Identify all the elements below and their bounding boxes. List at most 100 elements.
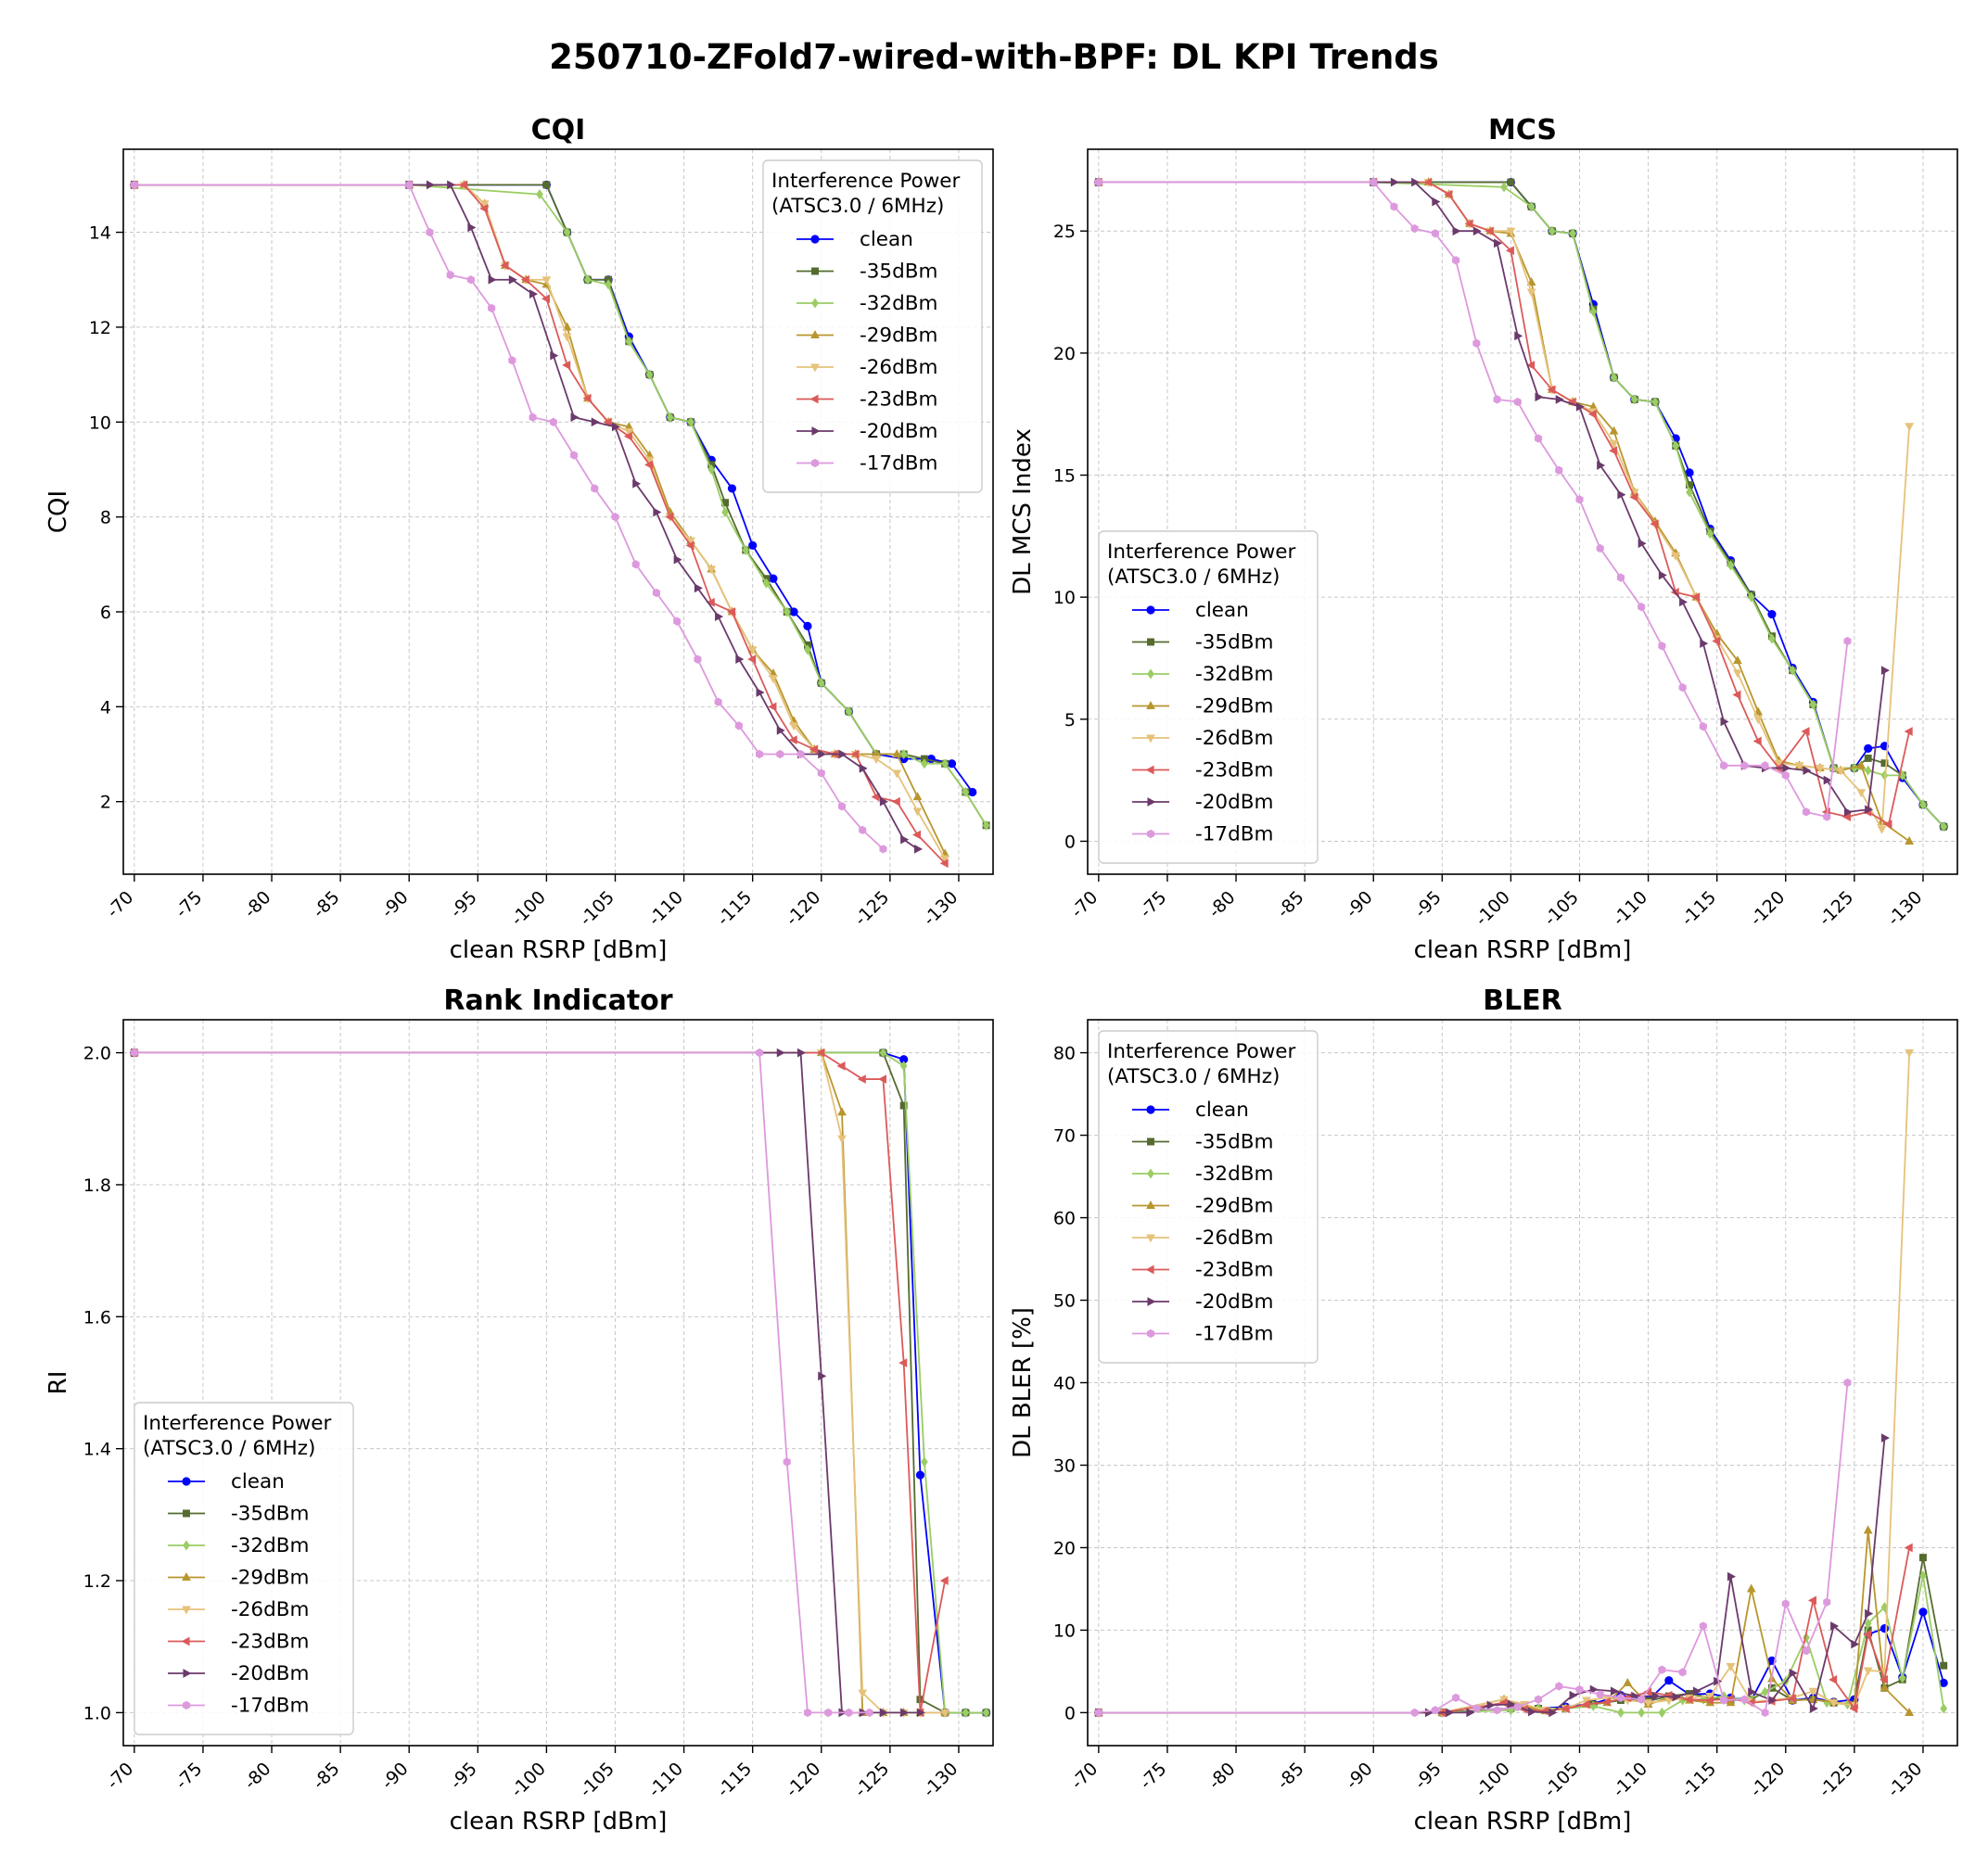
x-tick-label: -100 bbox=[507, 887, 550, 930]
data-point bbox=[1801, 727, 1810, 736]
data-point bbox=[1918, 1554, 1927, 1562]
data-point bbox=[1664, 1676, 1674, 1685]
data-point bbox=[1672, 440, 1680, 451]
data-point bbox=[1617, 1707, 1625, 1718]
data-point bbox=[879, 1708, 888, 1718]
data-point bbox=[789, 722, 799, 731]
data-point bbox=[1802, 807, 1811, 817]
legend-entry: -26dBm bbox=[231, 1598, 309, 1621]
data-point bbox=[837, 802, 847, 811]
y-tick-label: 1.8 bbox=[83, 1175, 111, 1196]
data-point bbox=[921, 758, 928, 769]
data-point bbox=[1609, 439, 1619, 449]
data-point bbox=[536, 189, 543, 200]
series-line--32dBm bbox=[134, 184, 988, 826]
data-point bbox=[1505, 246, 1514, 256]
data-point bbox=[603, 417, 612, 427]
data-point bbox=[1658, 1665, 1666, 1674]
legend-marker bbox=[182, 1700, 191, 1710]
data-point bbox=[940, 855, 950, 864]
data-point bbox=[1678, 1668, 1687, 1677]
data-point bbox=[783, 1457, 791, 1467]
y-tick-label: 1.4 bbox=[83, 1440, 111, 1460]
data-point bbox=[1919, 1570, 1927, 1582]
data-point bbox=[1581, 1699, 1590, 1709]
data-point bbox=[769, 675, 778, 684]
data-point bbox=[1905, 1707, 1915, 1716]
y-tick-label: 50 bbox=[1053, 1291, 1076, 1312]
data-point bbox=[1494, 238, 1503, 248]
data-point bbox=[747, 646, 758, 655]
data-point bbox=[673, 554, 682, 565]
data-point bbox=[714, 697, 722, 706]
x-tick-label: -115 bbox=[1677, 1759, 1720, 1801]
data-point bbox=[479, 200, 490, 210]
data-point bbox=[838, 749, 847, 759]
x-tick-label: -75 bbox=[1136, 887, 1171, 922]
legend-entry: -23dBm bbox=[231, 1631, 309, 1654]
legend-marker bbox=[183, 1540, 190, 1551]
data-point bbox=[968, 787, 977, 797]
data-point bbox=[865, 1708, 873, 1718]
data-point bbox=[1555, 465, 1563, 475]
data-point bbox=[1940, 1703, 1948, 1714]
data-point bbox=[735, 654, 745, 665]
data-point bbox=[939, 1576, 949, 1585]
data-point bbox=[1767, 609, 1777, 619]
y-tick-label: 5 bbox=[1064, 710, 1076, 731]
y-tick-label: 4 bbox=[100, 697, 111, 718]
data-point bbox=[1747, 591, 1755, 603]
y-tick-label: 0 bbox=[1064, 832, 1076, 852]
data-point bbox=[611, 422, 620, 432]
x-tick-label: -120 bbox=[782, 887, 824, 930]
legend: Interference Power(ATSC3.0 / 6MHz) clean -… bbox=[762, 159, 983, 493]
legend-subtitle: (ATSC3.0 / 6MHz) bbox=[771, 195, 944, 218]
data-point bbox=[1856, 789, 1867, 798]
data-point bbox=[804, 644, 811, 655]
data-point bbox=[666, 412, 674, 423]
legend: Interference Power(ATSC3.0 / 6MHz) clean -… bbox=[1098, 530, 1319, 864]
data-point bbox=[783, 606, 791, 617]
series-group bbox=[129, 179, 990, 869]
data-point bbox=[1843, 636, 1852, 646]
axes-frame bbox=[122, 148, 994, 875]
legend-entry: -32dBm bbox=[1195, 1163, 1273, 1186]
data-point bbox=[1638, 1695, 1646, 1704]
x-tick-label: -75 bbox=[1136, 1759, 1171, 1794]
data-point bbox=[1609, 446, 1618, 456]
data-point bbox=[898, 1358, 908, 1368]
data-point bbox=[520, 274, 529, 285]
legend-entry: -29dBm bbox=[1195, 1195, 1273, 1218]
legend-box bbox=[762, 159, 983, 493]
data-point bbox=[563, 227, 571, 238]
legend-entry: -17dBm bbox=[1195, 823, 1273, 846]
legend-entry: -20dBm bbox=[1195, 791, 1273, 814]
data-point bbox=[1526, 361, 1536, 370]
data-point bbox=[857, 1074, 866, 1084]
legend-entry: -20dBm bbox=[231, 1662, 309, 1685]
legend-marker bbox=[810, 330, 820, 339]
panel-title: MCS bbox=[1488, 114, 1557, 146]
data-point bbox=[1575, 401, 1585, 412]
data-point bbox=[1431, 1706, 1439, 1715]
legend-entry: -26dBm bbox=[1195, 1226, 1273, 1250]
x-tick-label: -125 bbox=[1815, 1759, 1857, 1801]
legend-entry: -20dBm bbox=[1195, 1290, 1273, 1314]
legend-marker bbox=[182, 1606, 191, 1615]
legend-marker bbox=[811, 426, 821, 436]
legend-entry: clean bbox=[1195, 1099, 1249, 1122]
data-point bbox=[605, 279, 612, 290]
data-point bbox=[836, 1061, 846, 1071]
data-point bbox=[1609, 426, 1619, 435]
data-point bbox=[1561, 1704, 1570, 1713]
data-point bbox=[962, 1707, 970, 1718]
x-tick-label: -105 bbox=[576, 1759, 618, 1801]
data-point bbox=[1596, 543, 1604, 553]
data-point bbox=[549, 417, 557, 426]
data-point bbox=[1630, 394, 1638, 405]
x-tick-label: -70 bbox=[1067, 1759, 1102, 1794]
data-point bbox=[899, 1061, 908, 1072]
data-point bbox=[1732, 690, 1741, 700]
x-tick-label: -70 bbox=[1067, 887, 1102, 922]
